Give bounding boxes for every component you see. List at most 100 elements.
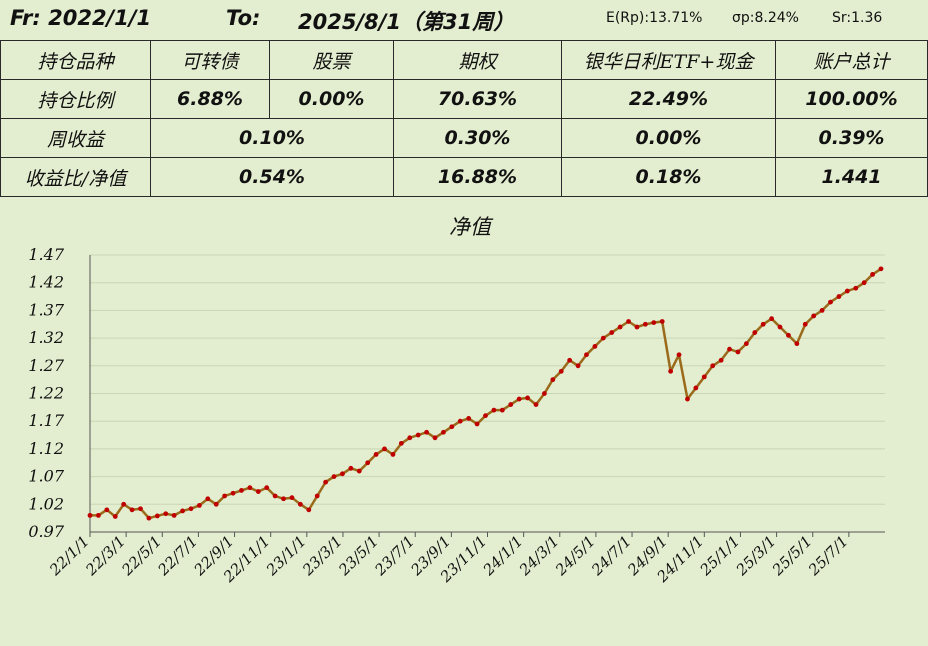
data-point <box>348 465 354 471</box>
data-point <box>533 402 539 407</box>
expected-return: E(Rp):13.71% <box>606 10 703 26</box>
data-point <box>499 407 505 413</box>
chart-title: 净值 <box>449 215 494 239</box>
x-tick-label: 24/3/1 <box>515 532 563 580</box>
x-tick-label: 22/7/1 <box>154 532 202 580</box>
data-point <box>861 280 867 286</box>
header-cell: 银华日利ETF+现金 <box>561 40 776 80</box>
data-point <box>600 335 606 341</box>
data-point <box>735 349 741 355</box>
data-point <box>424 429 429 435</box>
y-tick-label: 1.47 <box>28 245 64 264</box>
x-tick-label: 23/3/1 <box>298 532 346 580</box>
data-point <box>398 440 404 446</box>
sigma-p: σp:8.24% <box>732 10 799 26</box>
data-point <box>297 501 303 507</box>
header-cell: 账户总计 <box>775 40 928 80</box>
to-label: To: <box>226 6 261 30</box>
data-point <box>752 330 758 335</box>
x-tick-label: 24/1/1 <box>479 532 527 580</box>
x-tick-label: 23/1/1 <box>262 532 310 580</box>
data-point <box>255 489 261 494</box>
data-point <box>264 485 270 491</box>
data-point <box>483 413 488 419</box>
data-point <box>340 471 345 477</box>
y-tick-label: 1.12 <box>28 439 64 458</box>
data-point <box>567 357 573 363</box>
x-tick-label: 23/5/1 <box>334 532 382 580</box>
row-label: 收益比/净值 <box>0 157 151 197</box>
table-cell: 0.30% <box>393 118 562 158</box>
data-point <box>701 374 707 380</box>
x-tick-label: 24/7/1 <box>587 532 635 580</box>
data-point <box>668 368 674 374</box>
data-point <box>685 396 690 402</box>
data-point <box>727 346 732 352</box>
header-cell: 股票 <box>269 40 394 80</box>
data-point <box>634 324 640 330</box>
data-point <box>112 514 118 519</box>
data-point <box>525 395 530 401</box>
data-point <box>104 507 110 513</box>
data-point <box>550 377 556 383</box>
data-point <box>558 368 564 374</box>
data-point <box>230 490 236 496</box>
x-tick-label: 25/7/1 <box>804 532 852 580</box>
grid-lines <box>90 254 885 505</box>
y-tick-label: 1.07 <box>28 467 64 486</box>
table-cell: 0.10% <box>150 118 394 158</box>
data-point <box>617 324 623 330</box>
y-tick-label: 1.37 <box>28 300 64 319</box>
x-tick-label: 25/1/1 <box>696 532 744 580</box>
header-bar: Fr: 2022/1/1 To: 2025/8/1（第31周） E(Rp):13… <box>0 0 928 40</box>
x-tick-label: 25/3/1 <box>732 532 780 580</box>
data-point <box>516 396 522 402</box>
data-point <box>659 319 665 324</box>
data-point <box>432 435 438 441</box>
table-cell: 0.00% <box>561 118 776 158</box>
y-tick-label: 1.42 <box>28 273 64 292</box>
y-tick-label: 0.97 <box>28 522 64 541</box>
data-point <box>811 313 817 319</box>
header-cell: 可转债 <box>150 40 270 80</box>
table-cell: 0.39% <box>775 118 928 158</box>
data-point <box>306 507 312 513</box>
data-point <box>769 316 775 322</box>
table-header-row: 持仓品种 可转债 股票 期权 银华日利ETF+现金 账户总计 <box>0 40 928 80</box>
data-point <box>222 493 228 499</box>
data-point <box>390 452 396 457</box>
data-point <box>828 299 833 305</box>
data-point <box>693 385 699 391</box>
data-point <box>466 416 472 421</box>
data-point <box>96 512 101 518</box>
data-point <box>138 506 143 512</box>
data-point <box>121 501 127 507</box>
x-tick-label: 23/7/1 <box>370 532 418 580</box>
data-point <box>491 407 497 413</box>
data-point <box>87 512 93 518</box>
data-point <box>584 352 589 358</box>
series-nav <box>87 266 884 521</box>
x-tick-label: 24/5/1 <box>551 532 599 580</box>
data-point <box>314 493 320 499</box>
y-axis: 0.97 1.02 1.07 1.12 1.17 1.22 1.27 1.32 1.37 1.42… <box>28 245 91 541</box>
data-point <box>870 271 875 277</box>
data-point <box>651 320 657 325</box>
data-point <box>844 288 850 294</box>
header-cell: 持仓品种 <box>0 40 151 80</box>
data-point <box>180 508 185 514</box>
x-tick-label: 22/5/1 <box>118 532 166 580</box>
data-point <box>407 435 413 441</box>
data-point <box>239 488 244 493</box>
table-cell: 100.00% <box>775 79 928 119</box>
data-point <box>786 332 791 338</box>
x-tick-label: 22/3/1 <box>81 532 129 580</box>
data-point <box>323 479 329 485</box>
data-point <box>154 513 160 519</box>
sharpe-ratio: Sr:1.36 <box>832 10 883 26</box>
from-date: Fr: 2022/1/1 <box>10 6 152 30</box>
data-point <box>743 341 749 347</box>
data-point <box>542 391 547 396</box>
return-ratio-row: 收益比/净值 0.54% 16.88% 0.18% 1.441 <box>0 157 928 197</box>
data-point <box>474 421 480 427</box>
